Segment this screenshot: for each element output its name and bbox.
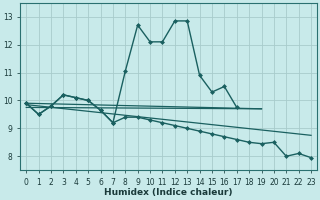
X-axis label: Humidex (Indice chaleur): Humidex (Indice chaleur) [104, 188, 233, 197]
